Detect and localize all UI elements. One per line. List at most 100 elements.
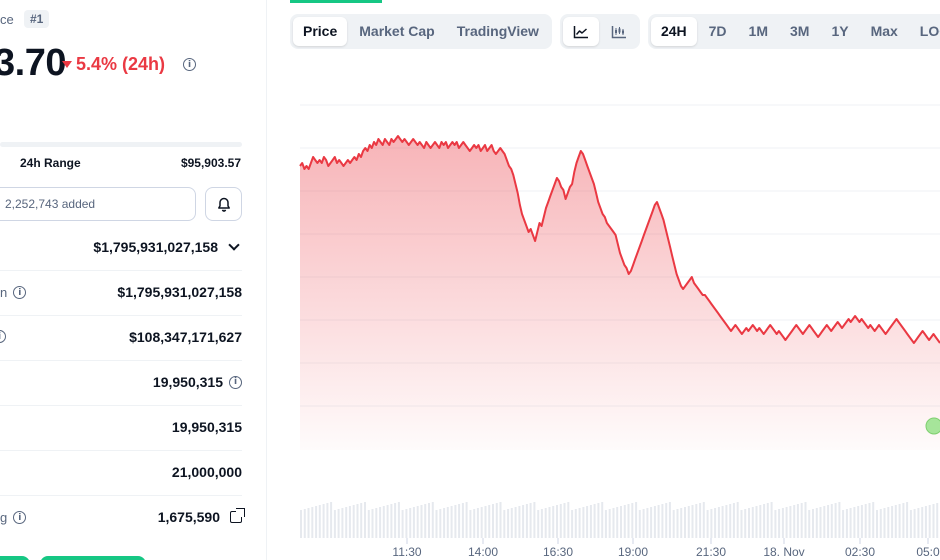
volume-bar [631, 503, 634, 538]
volume-bar [616, 507, 619, 538]
range-log[interactable]: LOG [919, 23, 940, 39]
volume-bar [454, 505, 457, 538]
price-chart[interactable]: 11:30 14:00 16:30 19:00 21:30 18. Nov 02:30 05:… [268, 60, 940, 560]
volume-bar [695, 504, 698, 538]
volume-bar [879, 509, 882, 538]
volume-bar [356, 504, 359, 538]
latest-price-marker[interactable] [925, 417, 940, 435]
volume-bar [706, 510, 709, 538]
stat-row-market-cap: $1,795,931,027,158 [0, 226, 242, 271]
volume-bar [337, 509, 340, 538]
stat-label: i [0, 330, 6, 343]
stat-value: $1,795,931,027,158 [93, 239, 242, 255]
volume-bar [699, 503, 702, 538]
price-alert-button[interactable] [205, 187, 242, 221]
volume-bar [488, 505, 491, 538]
volume-bar [345, 507, 348, 538]
volume-bar [721, 506, 724, 538]
range-bar [0, 142, 242, 147]
price-area [300, 136, 940, 450]
x-axis-label: 02:30 [845, 545, 875, 559]
range-24h[interactable]: 24H [650, 17, 697, 46]
volume-bar [646, 508, 649, 538]
volume-bar [819, 507, 822, 538]
range-max[interactable]: Max [870, 23, 898, 39]
volume-bar [540, 509, 543, 538]
tab-price[interactable]: Price [293, 17, 348, 46]
volume-bar [830, 504, 833, 538]
volume-bar [800, 503, 803, 538]
volume-bars [300, 502, 939, 538]
volume-bar [928, 505, 931, 538]
volume-bar [559, 504, 562, 538]
volume-bar [620, 506, 622, 538]
chart-toolbar: Price Market Cap TradingView [290, 14, 940, 49]
stat-label: n i [0, 285, 27, 300]
volume-bar [480, 507, 483, 538]
volume-bar [390, 504, 393, 538]
volume-bar [563, 503, 566, 538]
range-1m[interactable]: 1M [748, 23, 768, 39]
volume-bar [375, 508, 378, 538]
volume-bar [661, 504, 664, 538]
volume-bar [653, 506, 656, 538]
volume-bar [608, 509, 611, 538]
info-icon[interactable]: i [13, 511, 27, 524]
buy-button[interactable] [0, 556, 30, 560]
volume-bar [352, 505, 355, 538]
volume-bar [446, 507, 449, 538]
info-icon[interactable]: i [229, 375, 242, 389]
info-icon[interactable]: i [13, 286, 27, 299]
chevron-down-icon[interactable] [228, 239, 240, 251]
x-axis-label: 19:00 [618, 545, 648, 559]
range-3m[interactable]: 3M [789, 23, 810, 39]
volume-bar [876, 510, 878, 538]
volume-bar [510, 508, 513, 538]
volume-bar [401, 510, 404, 538]
stat-row-total-supply: 19,950,315 [0, 406, 242, 451]
volume-bar [307, 508, 310, 538]
x-axis-label: 16:30 [543, 545, 573, 559]
external-link-icon[interactable] [230, 508, 245, 523]
volume-bar [571, 510, 574, 538]
volume-bar [906, 502, 909, 538]
info-icon[interactable]: i [0, 330, 6, 343]
volume-bar [443, 508, 446, 538]
range-label: 24h Range [20, 156, 81, 170]
volume-bar [684, 507, 686, 538]
volume-bar [924, 506, 927, 538]
view-selector: Price Market Cap TradingView [290, 14, 552, 49]
candlestick-button[interactable] [601, 17, 637, 46]
active-section-indicator [290, 0, 382, 3]
info-icon[interactable]: i [183, 58, 196, 71]
volume-bar [473, 509, 476, 538]
volume-bar [507, 509, 510, 538]
volume-bar [367, 510, 370, 538]
volume-bar [416, 506, 419, 538]
tab-market-cap[interactable]: Market Cap [359, 23, 435, 39]
volume-bar [725, 505, 728, 538]
volume-bar [729, 504, 732, 538]
volume-bar [936, 503, 939, 538]
range-7d[interactable]: 7D [708, 23, 727, 39]
volume-bar [740, 510, 743, 538]
candlestick-icon [611, 25, 626, 38]
volume-bar [322, 504, 325, 538]
volume-bar [766, 503, 769, 538]
volume-bar [672, 510, 675, 538]
volume-bar [932, 504, 935, 538]
volume-bar [341, 508, 344, 538]
range-1y[interactable]: 1Y [831, 23, 849, 39]
volume-bar [860, 505, 863, 538]
trade-button[interactable] [40, 556, 146, 560]
x-axis-label: 11:30 [392, 545, 421, 559]
volume-bar [567, 502, 570, 538]
watchlist-button[interactable]: 2,252,743 added [0, 187, 196, 221]
volume-bar [898, 504, 901, 538]
tab-tradingview[interactable]: TradingView [456, 23, 539, 39]
line-chart-icon [573, 25, 588, 38]
stat-label: g i [0, 510, 27, 525]
line-chart-button[interactable] [562, 17, 599, 46]
volume-bar [717, 507, 720, 538]
volume-bar [842, 510, 845, 538]
